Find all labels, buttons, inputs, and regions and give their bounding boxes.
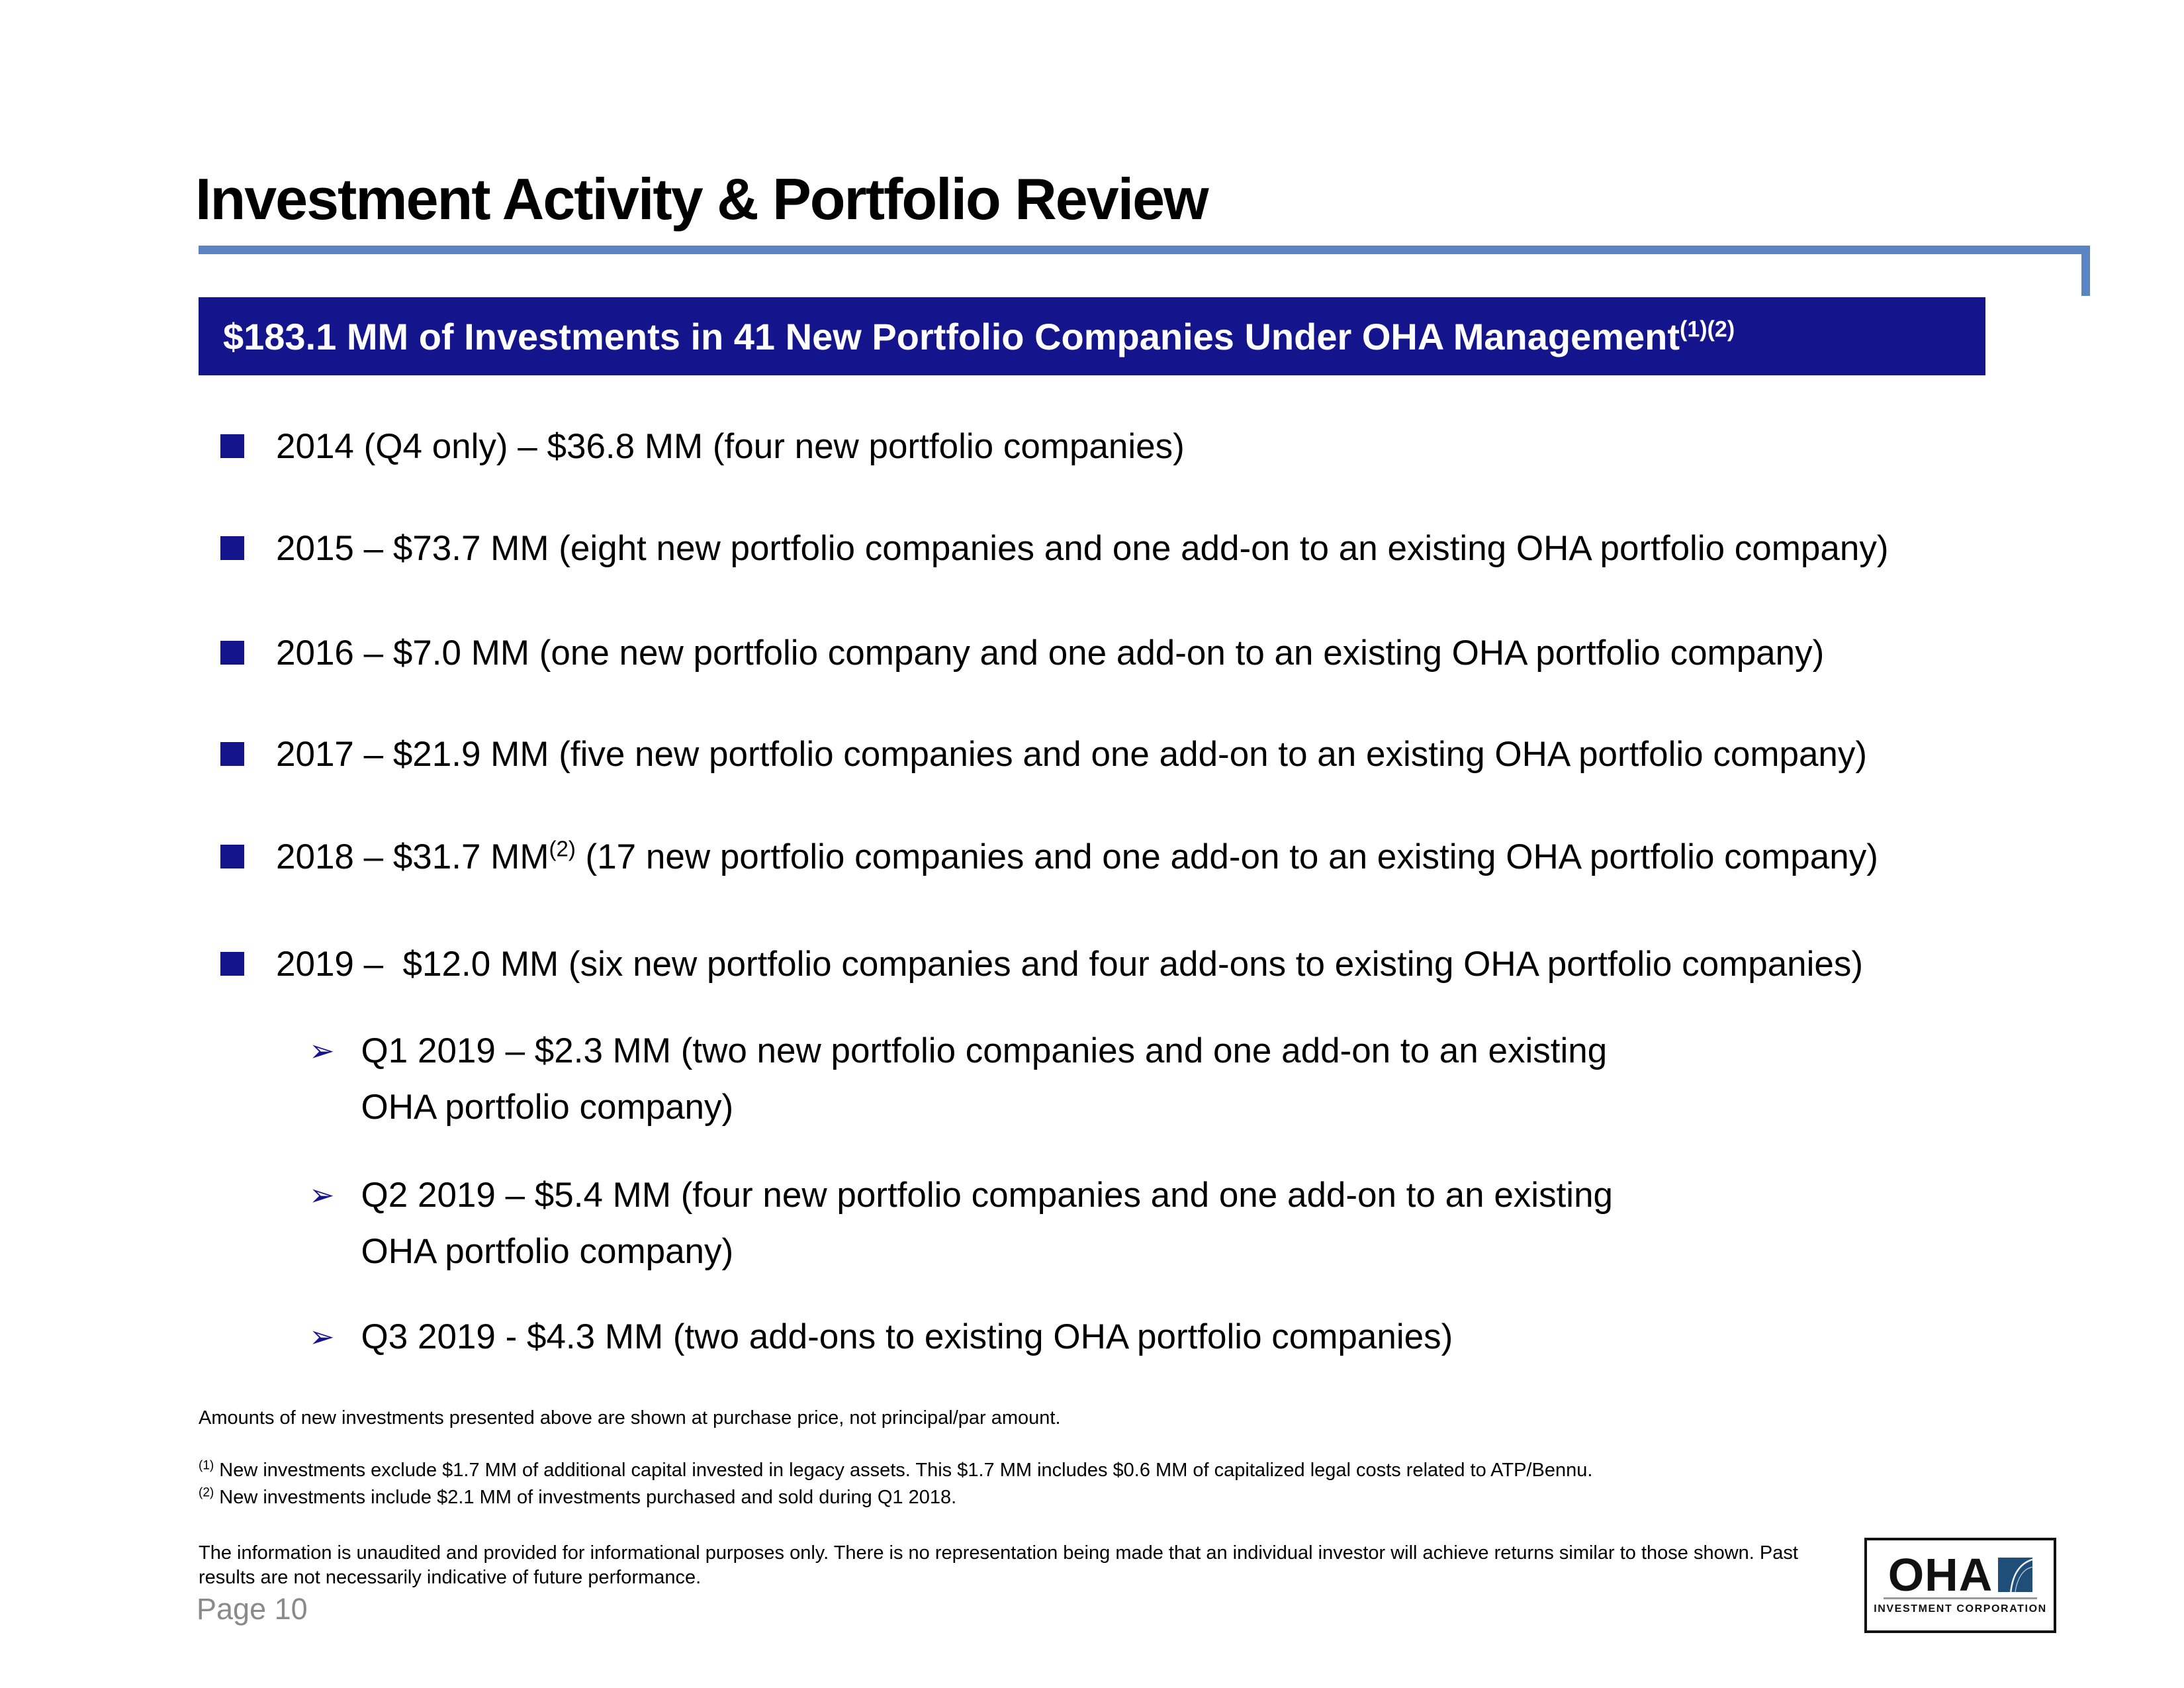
- bullet-text: 2016 – $7.0 MM (one new portfolio compan…: [276, 632, 1824, 675]
- banner-text-main: $183.1 MM of Investments in 41 New Portf…: [223, 315, 1680, 357]
- footnote-2-marker: (2): [199, 1485, 214, 1500]
- arrow-bullet-icon: ➢: [309, 1033, 335, 1068]
- footnote-1-text: New investments exclude $1.7 MM of addit…: [214, 1460, 1593, 1481]
- bullet-text-pre: 2015 – $73.7 MM (eight new portfolio com…: [276, 529, 1889, 568]
- bullet-2014: 2014 (Q4 only) – $36.8 MM (four new port…: [220, 426, 1185, 468]
- bullet-2015: 2015 – $73.7 MM (eight new portfolio com…: [220, 528, 1889, 570]
- bullet-text: 2018 – $31.7 MM(2) (17 new portfolio com…: [276, 836, 1878, 878]
- sub-bullet-text: Q1 2019 – $2.3 MM (two new portfolio com…: [361, 1031, 1617, 1127]
- square-bullet-icon: [220, 434, 244, 458]
- footnote-purchase-price: Amounts of new investments presented abo…: [199, 1407, 1061, 1429]
- footnote-2: (2) New investments include $2.1 MM of i…: [199, 1485, 956, 1509]
- bullet-2017: 2017 – $21.9 MM (five new portfolio comp…: [220, 733, 1867, 776]
- square-bullet-icon: [220, 641, 244, 665]
- oha-logo-mark-icon: [1998, 1558, 2033, 1593]
- bullet-text-pre: 2017 – $21.9 MM (five new portfolio comp…: [276, 735, 1868, 774]
- square-bullet-icon: [220, 845, 244, 868]
- arrow-bullet-icon: ➢: [309, 1319, 335, 1354]
- bullet-2018: 2018 – $31.7 MM(2) (17 new portfolio com…: [220, 836, 1878, 878]
- footnote-1-marker: (1): [199, 1458, 214, 1473]
- page-number: Page 10: [197, 1592, 308, 1626]
- oha-logo-wordmark: OHA: [1888, 1549, 1993, 1601]
- bullet-text-post: (17 new portfolio companies and one add-…: [575, 837, 1878, 876]
- section-banner: $183.1 MM of Investments in 41 New Portf…: [199, 297, 1985, 375]
- square-bullet-icon: [220, 952, 244, 976]
- banner-text: $183.1 MM of Investments in 41 New Portf…: [199, 315, 1735, 358]
- footnote-marker: (2): [549, 836, 576, 861]
- oha-logo: OHA INVESTMENT CORPORATION: [1864, 1538, 2056, 1633]
- bullet-text: 2019 – $12.0 MM (six new portfolio compa…: [276, 943, 1863, 986]
- bullet-text: 2017 – $21.9 MM (five new portfolio comp…: [276, 733, 1867, 776]
- bullet-text-pre: 2014 (Q4 only) – $36.8 MM (four new port…: [276, 427, 1185, 466]
- sub-bullet-q3-2019: ➢ Q3 2019 - $4.3 MM (two add-ons to exis…: [309, 1309, 1453, 1365]
- disclaimer-text: The information is unaudited and provide…: [199, 1542, 1798, 1588]
- oha-logo-divider: [1884, 1597, 2037, 1599]
- oha-logo-row: OHA: [1888, 1549, 2033, 1601]
- oha-logo-subtitle: INVESTMENT CORPORATION: [1874, 1603, 2047, 1615]
- page-title: Investment Activity & Portfolio Review: [195, 166, 1209, 232]
- square-bullet-icon: [220, 742, 244, 766]
- sub-bullet-q1-2019: ➢ Q1 2019 – $2.3 MM (two new portfolio c…: [309, 1023, 1678, 1135]
- sub-bullet-text: Q2 2019 – $5.4 MM (four new portfolio co…: [361, 1176, 1623, 1271]
- banner-footnote-markers: (1)(2): [1680, 316, 1735, 342]
- bullet-text-pre: 2018 – $31.7 MM: [276, 837, 549, 876]
- title-underline-bar: [199, 246, 2090, 254]
- footnote-2-text: New investments include $2.1 MM of inves…: [214, 1487, 957, 1508]
- bullet-text-pre: 2019 – $12.0 MM (six new portfolio compa…: [276, 945, 1864, 984]
- bullet-text-pre: 2016 – $7.0 MM (one new portfolio compan…: [276, 633, 1825, 673]
- sub-bullet-q2-2019: ➢ Q2 2019 – $5.4 MM (four new portfolio …: [309, 1167, 1678, 1280]
- bullet-text: 2014 (Q4 only) – $36.8 MM (four new port…: [276, 426, 1185, 468]
- bullet-text: 2015 – $73.7 MM (eight new portfolio com…: [276, 528, 1889, 570]
- bullet-2019: 2019 – $12.0 MM (six new portfolio compa…: [220, 943, 1863, 986]
- footnote-1: (1) New investments exclude $1.7 MM of a…: [199, 1458, 1592, 1482]
- square-bullet-icon: [220, 536, 244, 560]
- bullet-2016: 2016 – $7.0 MM (one new portfolio compan…: [220, 632, 1824, 675]
- title-underline-end-bracket: [2081, 246, 2090, 296]
- arrow-bullet-icon: ➢: [309, 1178, 335, 1212]
- sub-bullet-text: Q3 2019 - $4.3 MM (two add-ons to existi…: [361, 1317, 1453, 1356]
